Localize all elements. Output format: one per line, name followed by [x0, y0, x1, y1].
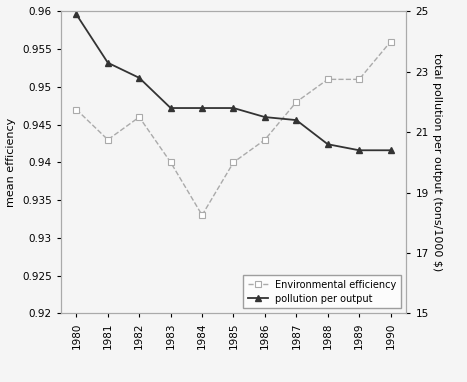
pollution per output [325, 142, 331, 147]
Line: Environmental efficiency: Environmental efficiency [74, 39, 393, 218]
Environmental efficiency [388, 39, 393, 44]
pollution per output [262, 115, 268, 119]
Legend: Environmental efficiency, pollution per output: Environmental efficiency, pollution per … [243, 275, 402, 308]
Environmental efficiency [199, 213, 205, 217]
Environmental efficiency [262, 138, 268, 142]
Line: pollution per output: pollution per output [73, 11, 394, 154]
Environmental efficiency [231, 160, 236, 165]
pollution per output [168, 106, 173, 110]
Environmental efficiency [325, 77, 331, 82]
Y-axis label: mean efficiency: mean efficiency [7, 118, 16, 207]
Environmental efficiency [168, 160, 173, 165]
Environmental efficiency [356, 77, 362, 82]
pollution per output [136, 76, 142, 80]
pollution per output [199, 106, 205, 110]
pollution per output [105, 60, 111, 65]
Environmental efficiency [136, 115, 142, 119]
pollution per output [356, 148, 362, 152]
pollution per output [74, 12, 79, 17]
Y-axis label: total pollution per output (tons/1000 $): total pollution per output (tons/1000 $) [432, 53, 442, 272]
Environmental efficiency [294, 100, 299, 104]
pollution per output [388, 148, 393, 152]
Environmental efficiency [105, 138, 111, 142]
Environmental efficiency [74, 107, 79, 112]
pollution per output [231, 106, 236, 110]
pollution per output [294, 118, 299, 122]
